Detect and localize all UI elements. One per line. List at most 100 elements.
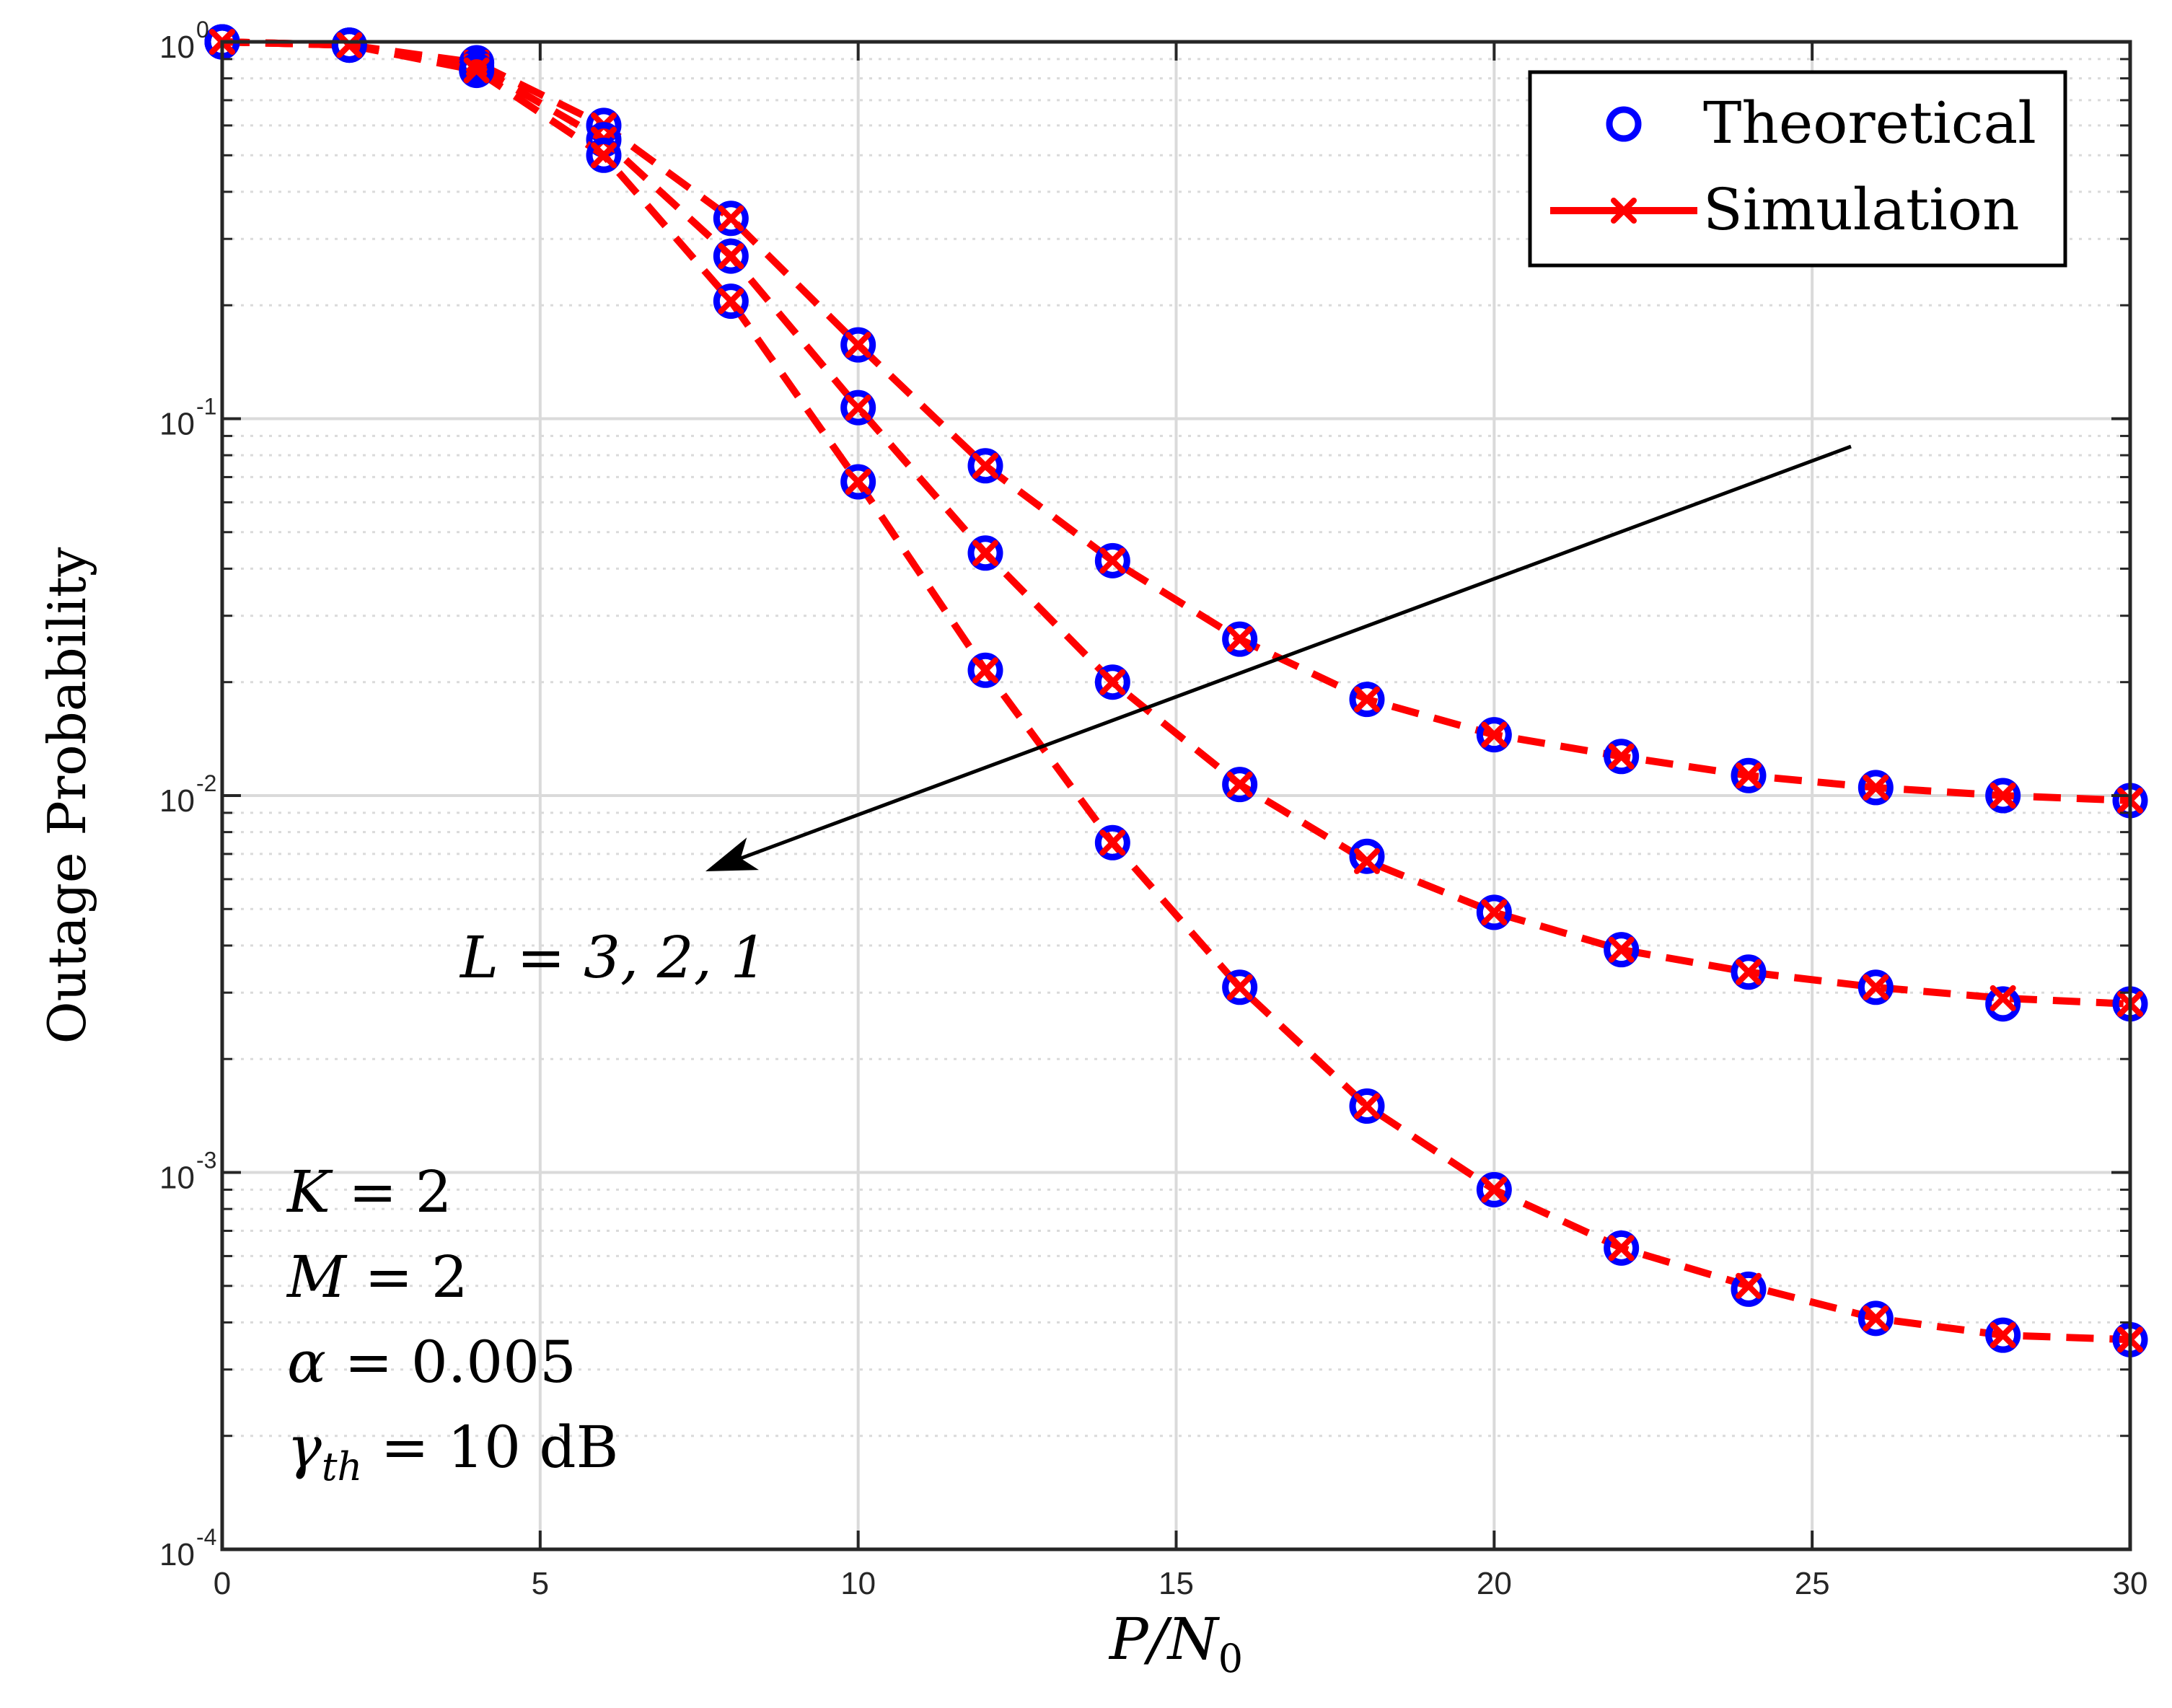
x-tick-label: 0: [214, 1566, 231, 1601]
y-tick-label: 10 -1: [159, 394, 216, 442]
legend-entry-simulation: Simulation: [1550, 176, 2019, 243]
simulation-point: [1354, 1093, 1380, 1119]
simulation-marker-stroke: [972, 452, 998, 479]
simulation-marker-stroke: [1354, 686, 1380, 713]
theoretical-point: [840, 389, 876, 426]
arrow-head: [705, 837, 759, 871]
simulation-line: [221, 38, 2131, 804]
theoretical-point: [967, 448, 1003, 484]
simulation-point: [1481, 899, 1508, 925]
theoretical-point: [967, 652, 1003, 688]
theoretical-point: [1476, 1171, 1512, 1207]
param-symbol: γ: [287, 1414, 322, 1481]
simulation-marker-stroke: [1608, 743, 1635, 770]
simulation-marker-stroke: [1226, 771, 1253, 798]
y-tick-base: 10: [159, 783, 195, 819]
param-label: α = 0.005: [287, 1329, 576, 1396]
legend: Theoretical Simulation: [1528, 70, 2067, 268]
simulation-marker-stroke: [972, 540, 998, 566]
x-axis-label-base: P/N: [1108, 1606, 1221, 1673]
major-grid: [222, 42, 2130, 1549]
simulation-point: [1989, 985, 2016, 1011]
y-tick-label: 10 -2: [159, 770, 216, 819]
simulation-marker-stroke: [1481, 721, 1508, 748]
simulation-marker-stroke: [463, 57, 490, 84]
simulation-point: [845, 332, 871, 358]
simulation-marker-stroke: [591, 142, 617, 169]
simulation-line: [221, 38, 2131, 1008]
theoretical-point: [1094, 542, 1130, 578]
simulation-point: [1481, 721, 1508, 748]
x-tick-label: 10: [840, 1566, 876, 1601]
theoretical-point: [1857, 770, 1894, 806]
axis-ticks: [221, 40, 2132, 1551]
simulation-marker-stroke: [1481, 899, 1508, 925]
simulation-point: [1099, 669, 1126, 695]
simulation-marker-stroke: [1989, 783, 2016, 809]
y-axis-label: Outage Probability: [37, 547, 97, 1044]
theoretical-point: [586, 137, 622, 173]
simulation-marker-stroke: [1226, 626, 1253, 653]
x-tick-labels: 0 5 10 15 20 25 30: [214, 1566, 2148, 1601]
theoretical-point: [331, 27, 367, 63]
theoretical-point: [1349, 682, 1385, 718]
simulation-marker-stroke: [1863, 974, 1889, 1000]
theoretical-point: [1476, 717, 1512, 753]
y-tick-exponent: -1: [196, 394, 216, 420]
simulation-marker-stroke: [336, 32, 363, 58]
simulation-marker-stroke: [1354, 1093, 1380, 1119]
simulation-point: [1226, 626, 1253, 653]
theoretical-point: [1222, 767, 1258, 803]
param-subscript: th: [322, 1444, 362, 1489]
arrow-line: [732, 444, 1852, 863]
arrow-label: L = 3, 2, 1: [459, 924, 767, 991]
simulation-point: [718, 288, 744, 314]
simulation-point: [1989, 1322, 2016, 1349]
y-tick-label: 10 -3: [159, 1148, 216, 1196]
x-axis-label-subscript: 0: [1218, 1636, 1243, 1681]
theoretical-point: [1985, 778, 2021, 814]
simulation-marker-stroke: [718, 205, 744, 232]
theoretical-point: [967, 535, 1003, 571]
simulation-marker-stroke: [1989, 985, 2016, 1011]
simulation-marker-stroke: [718, 243, 744, 270]
simulation-marker-stroke: [1099, 547, 1126, 574]
simulation-point: [1863, 974, 1889, 1000]
param-symbol: M: [286, 1243, 348, 1311]
theoretical-point: [1731, 1271, 1767, 1307]
theoretical-point: [1731, 954, 1767, 990]
simulation-point: [1863, 774, 1889, 801]
simulation-marker-stroke: [1736, 762, 1762, 789]
simulation-marker-stroke: [1481, 1176, 1508, 1203]
x-axis-label: P/N0: [1108, 1606, 1243, 1681]
legend-label-theoretical: Theoretical: [1703, 89, 2036, 157]
simulation-marker-stroke: [1226, 974, 1253, 1000]
param-value: = 0.005: [326, 1329, 576, 1396]
simulation-marker-stroke: [1608, 936, 1635, 963]
simulation-point: [718, 205, 744, 232]
x-tick-label: 5: [532, 1566, 549, 1601]
simulation-marker-stroke: [972, 657, 998, 684]
param-symbol: K: [286, 1158, 333, 1225]
theoretical-point: [1985, 1317, 2021, 1353]
legend-box: [1528, 70, 2067, 268]
simulation-point: [463, 57, 490, 84]
theoretical-point: [840, 327, 876, 363]
y-tick-label: 10 0: [159, 17, 209, 65]
simulation-point: [1481, 1176, 1508, 1203]
theoretical-point: [1094, 824, 1130, 860]
simulation-point: [1354, 848, 1380, 874]
simulation-marker-stroke: [845, 332, 871, 358]
simulation-marker-stroke: [1099, 829, 1126, 856]
theoretical-point: [713, 238, 749, 274]
param-value: = 2: [330, 1158, 452, 1225]
simulation-point: [1736, 762, 1762, 789]
y-tick-base: 10: [159, 1537, 195, 1572]
simulation-point: [1736, 1272, 1762, 1299]
simulation-point: [591, 142, 617, 169]
simulation-point: [972, 540, 998, 566]
param-value: = 2: [346, 1243, 468, 1311]
